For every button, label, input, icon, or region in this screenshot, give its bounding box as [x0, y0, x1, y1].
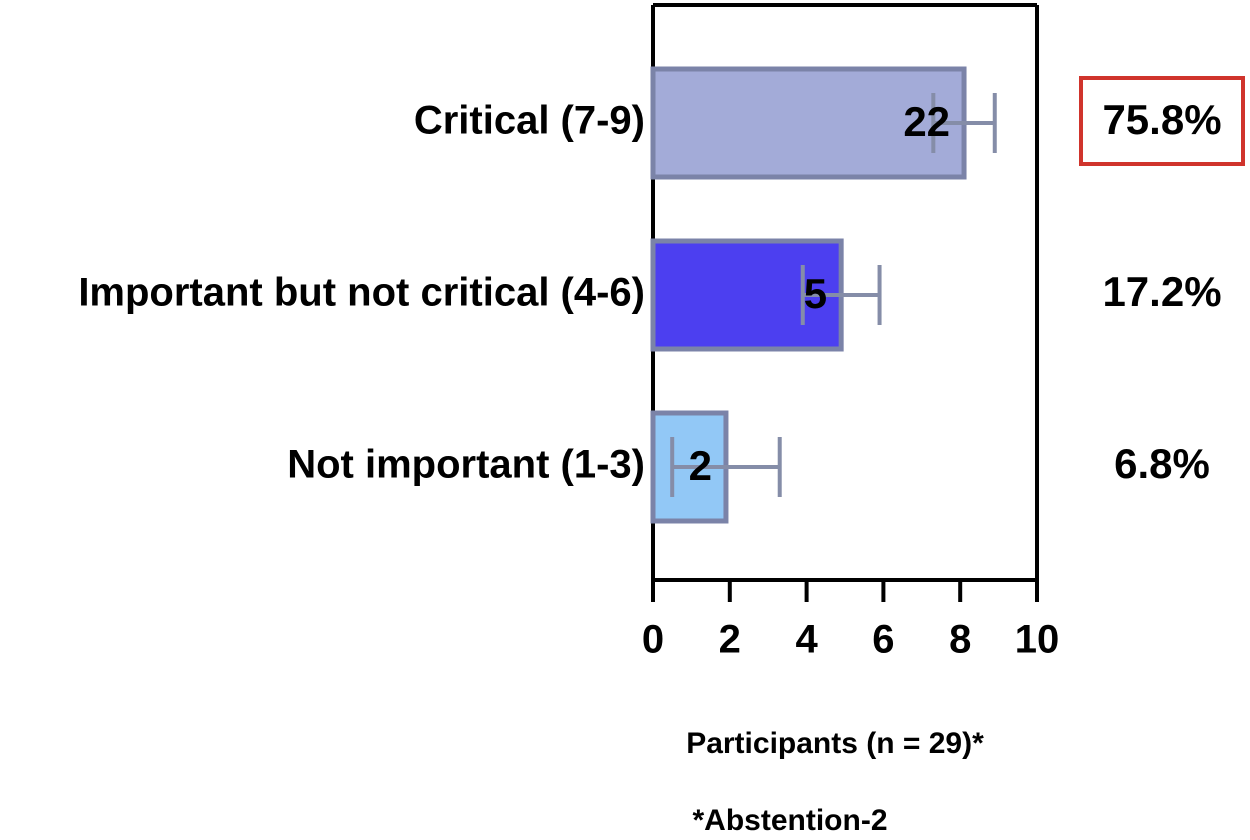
percent-label: 75.8%: [1102, 96, 1221, 143]
error-bar: [800, 265, 882, 325]
x-tick-label: 10: [1015, 618, 1060, 662]
count-label: 22: [903, 98, 950, 145]
category-label: Not important (1-3): [287, 443, 645, 487]
category-label: Important but not critical (4-6): [78, 271, 645, 315]
x-tick-label: 2: [719, 618, 741, 662]
category-label: Critical (7-9): [414, 99, 645, 143]
count-label: 2: [689, 442, 712, 489]
error-bar: [931, 93, 997, 153]
x-tick-label: 0: [642, 618, 664, 662]
error-bar: [670, 437, 782, 497]
x-axis-title: Participants (n = 29)*: [686, 727, 984, 760]
highlight-box: [1079, 76, 1245, 166]
footnote: *Abstention-2: [693, 804, 888, 837]
x-tick-label: 4: [795, 618, 818, 662]
x-tick-label: 6: [872, 618, 894, 662]
x-tick-label: 8: [949, 618, 971, 662]
percent-label: 17.2%: [1102, 268, 1221, 315]
count-label: 5: [804, 270, 827, 317]
percent-label: 6.8%: [1114, 440, 1210, 487]
